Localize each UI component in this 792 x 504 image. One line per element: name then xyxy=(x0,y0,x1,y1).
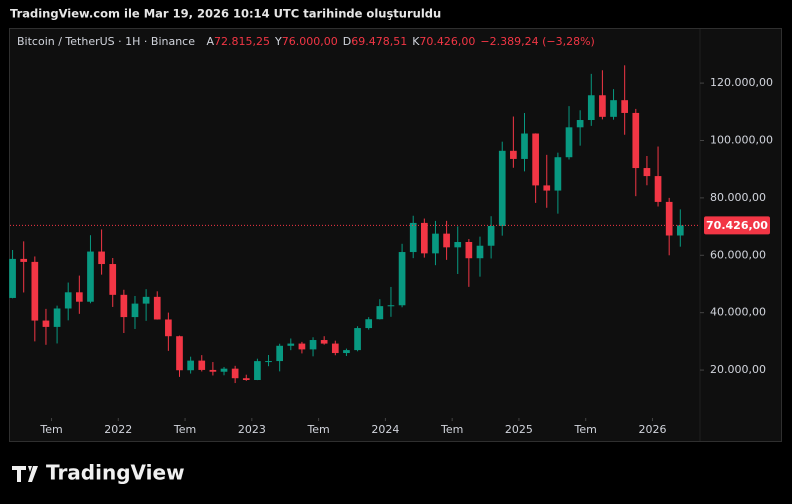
y-tick-label: 20.000,00 xyxy=(710,363,766,376)
x-tick-label: Tem xyxy=(173,423,196,436)
ohlc-value: 76.000,00 xyxy=(282,35,338,48)
x-tick-label: 2025 xyxy=(505,423,533,436)
x-tick-label: 2026 xyxy=(638,423,666,436)
candle-body xyxy=(487,225,495,246)
candle-body xyxy=(53,308,61,327)
candle-body xyxy=(87,251,94,302)
candle-body xyxy=(643,168,651,177)
x-tick-label: 2022 xyxy=(104,423,132,436)
candle-body xyxy=(254,361,261,381)
candle-body xyxy=(587,95,595,121)
plot: 20.000,00 40.000,00 60.000,00 80.000,00 100.… xyxy=(9,65,773,436)
change: −2.389,24 (−3,28%) xyxy=(480,35,594,48)
candle-body xyxy=(242,378,250,380)
ohlc-value: 72.815,25 xyxy=(214,35,270,48)
candle-body xyxy=(343,350,350,354)
ohlc-label: K xyxy=(412,35,420,48)
candle-body xyxy=(654,176,662,202)
x-tick-label: Tem xyxy=(440,423,463,436)
ohlc-value: 69.478,51 xyxy=(351,35,407,48)
candle-body xyxy=(376,306,384,320)
candle-body xyxy=(387,305,395,307)
candle-body xyxy=(510,150,517,159)
y-tick-label: 40.000,00 xyxy=(710,306,766,319)
ohlc-label: Y xyxy=(274,35,282,48)
x-tick-label: Tem xyxy=(574,423,597,436)
caption: TradingView.com ile Mar 19, 2026 10:14 U… xyxy=(10,7,441,21)
candle-body xyxy=(309,340,317,350)
chart-header: Bitcoin / TetherUS · 1H · Binance A72.81… xyxy=(17,35,595,48)
y-tick-label: 120.000,00 xyxy=(710,76,773,89)
logo-text: TradingView xyxy=(46,461,185,485)
candle-body xyxy=(276,345,283,362)
candle-body xyxy=(610,100,617,117)
candle-body xyxy=(187,360,194,371)
x-tick-label: Tem xyxy=(39,423,62,436)
candle-body xyxy=(20,258,28,262)
candle-body xyxy=(599,95,606,117)
candle-body xyxy=(454,242,462,248)
chart-title: Bitcoin / TetherUS · 1H · Binance xyxy=(17,35,195,48)
candle-body xyxy=(465,242,473,259)
candle-body xyxy=(287,343,295,346)
candle-body xyxy=(476,245,484,259)
candle-body xyxy=(176,336,183,371)
chart-panel xyxy=(9,28,782,442)
x-tick-label: 2024 xyxy=(371,423,399,436)
candle-body xyxy=(365,319,373,329)
candle-body xyxy=(98,251,105,265)
candle-body xyxy=(331,343,339,354)
y-tick-label: 100.000,00 xyxy=(710,133,773,146)
candle-body xyxy=(320,340,328,344)
candle-body xyxy=(142,296,150,304)
candle-body xyxy=(498,150,506,226)
ohlc-value: 70.426,00 xyxy=(419,35,475,48)
ohlc-label: D xyxy=(343,35,351,48)
candle-body xyxy=(543,185,551,191)
candle-body xyxy=(209,369,217,372)
candle-body xyxy=(554,157,562,191)
candle-body xyxy=(521,133,528,159)
candle-body xyxy=(621,100,628,113)
y-tick-label: 60.000,00 xyxy=(710,248,766,261)
candle-body xyxy=(443,233,450,248)
candle-body xyxy=(409,222,417,253)
candle-body xyxy=(354,328,361,351)
candle-body xyxy=(632,112,640,169)
last-price-label: 70.426,00 xyxy=(706,219,768,232)
candle-body xyxy=(532,133,539,186)
candle-body xyxy=(265,361,272,363)
candle-body xyxy=(131,303,139,318)
candle-body xyxy=(432,233,439,254)
candle-body xyxy=(665,201,673,236)
candle-body xyxy=(220,368,228,372)
candle-body xyxy=(231,368,239,379)
candle-body xyxy=(76,292,83,302)
candle-body xyxy=(676,225,684,236)
candle-body xyxy=(576,120,584,128)
y-tick-label: 80.000,00 xyxy=(710,191,766,204)
candle-body xyxy=(198,360,206,370)
candle-body xyxy=(9,258,16,298)
x-tick-label: Tem xyxy=(306,423,329,436)
candle-body xyxy=(31,261,39,321)
ohlc-label: A xyxy=(207,35,215,48)
candle-body xyxy=(153,296,161,320)
candle-body xyxy=(298,343,306,350)
candle-body xyxy=(120,294,128,318)
candle-body xyxy=(565,127,573,158)
candle-body xyxy=(109,264,117,295)
candle-body xyxy=(421,222,428,254)
candle-body xyxy=(398,252,406,306)
candle-body xyxy=(165,319,172,337)
x-tick-label: 2023 xyxy=(238,423,266,436)
logo: TradingView xyxy=(12,461,185,485)
candle-body xyxy=(64,292,72,309)
candle-body xyxy=(42,320,50,327)
logo-icon xyxy=(12,466,38,482)
last-price-box xyxy=(704,216,770,235)
